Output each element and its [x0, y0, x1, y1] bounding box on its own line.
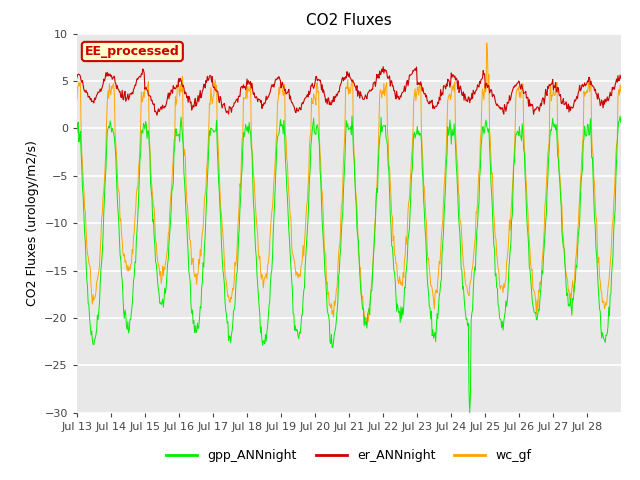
- Y-axis label: CO2 Fluxes (urology/m2/s): CO2 Fluxes (urology/m2/s): [26, 140, 38, 306]
- Title: CO2 Fluxes: CO2 Fluxes: [306, 13, 392, 28]
- Legend: gpp_ANNnight, er_ANNnight, wc_gf: gpp_ANNnight, er_ANNnight, wc_gf: [161, 444, 536, 467]
- Text: EE_processed: EE_processed: [85, 45, 180, 58]
